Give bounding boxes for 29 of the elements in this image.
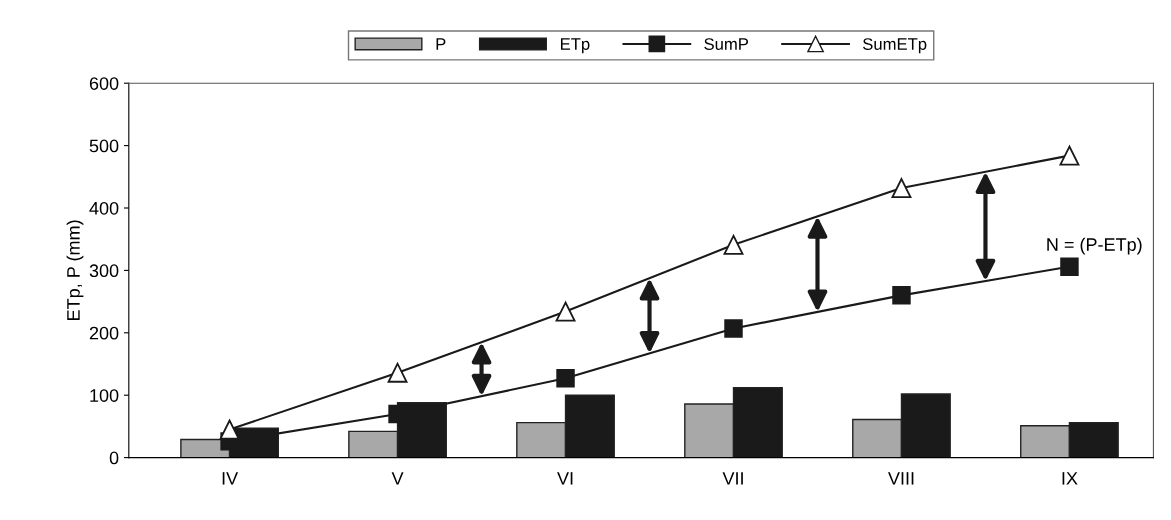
x-tick-label: VI	[557, 472, 573, 485]
y-tick-label: 300	[89, 264, 119, 278]
legend-label: P	[436, 38, 446, 50]
point	[1059, 145, 1080, 166]
point	[1060, 257, 1079, 276]
point	[556, 369, 575, 388]
y-tick-label: 0	[109, 451, 119, 465]
x-tick-label: VIII	[888, 472, 914, 485]
point	[219, 419, 240, 440]
x-tick-label: V	[391, 472, 404, 485]
y-tick-label: 500	[89, 139, 119, 153]
point	[724, 319, 743, 338]
annotation: N = (P-ETp)	[1047, 237, 1142, 255]
y-tick-label: 200	[89, 326, 119, 340]
legend-label: SumP	[704, 38, 749, 50]
x-tick-label: VII	[722, 472, 743, 485]
legend-label: SumETp	[863, 38, 927, 54]
point	[891, 178, 912, 198]
legend-label: ETp	[560, 38, 590, 54]
point	[387, 362, 408, 383]
point	[892, 286, 911, 305]
y-tick-label: 100	[90, 389, 119, 402]
x-tick-label: IV	[222, 472, 239, 485]
y-tick-label: 400	[89, 201, 119, 215]
y-tick-label: 600	[89, 77, 119, 90]
point	[555, 301, 576, 322]
point	[723, 234, 744, 255]
x-tick-label: IX	[1062, 472, 1078, 485]
y-axis-title: ETp, P (mm)	[66, 220, 84, 320]
